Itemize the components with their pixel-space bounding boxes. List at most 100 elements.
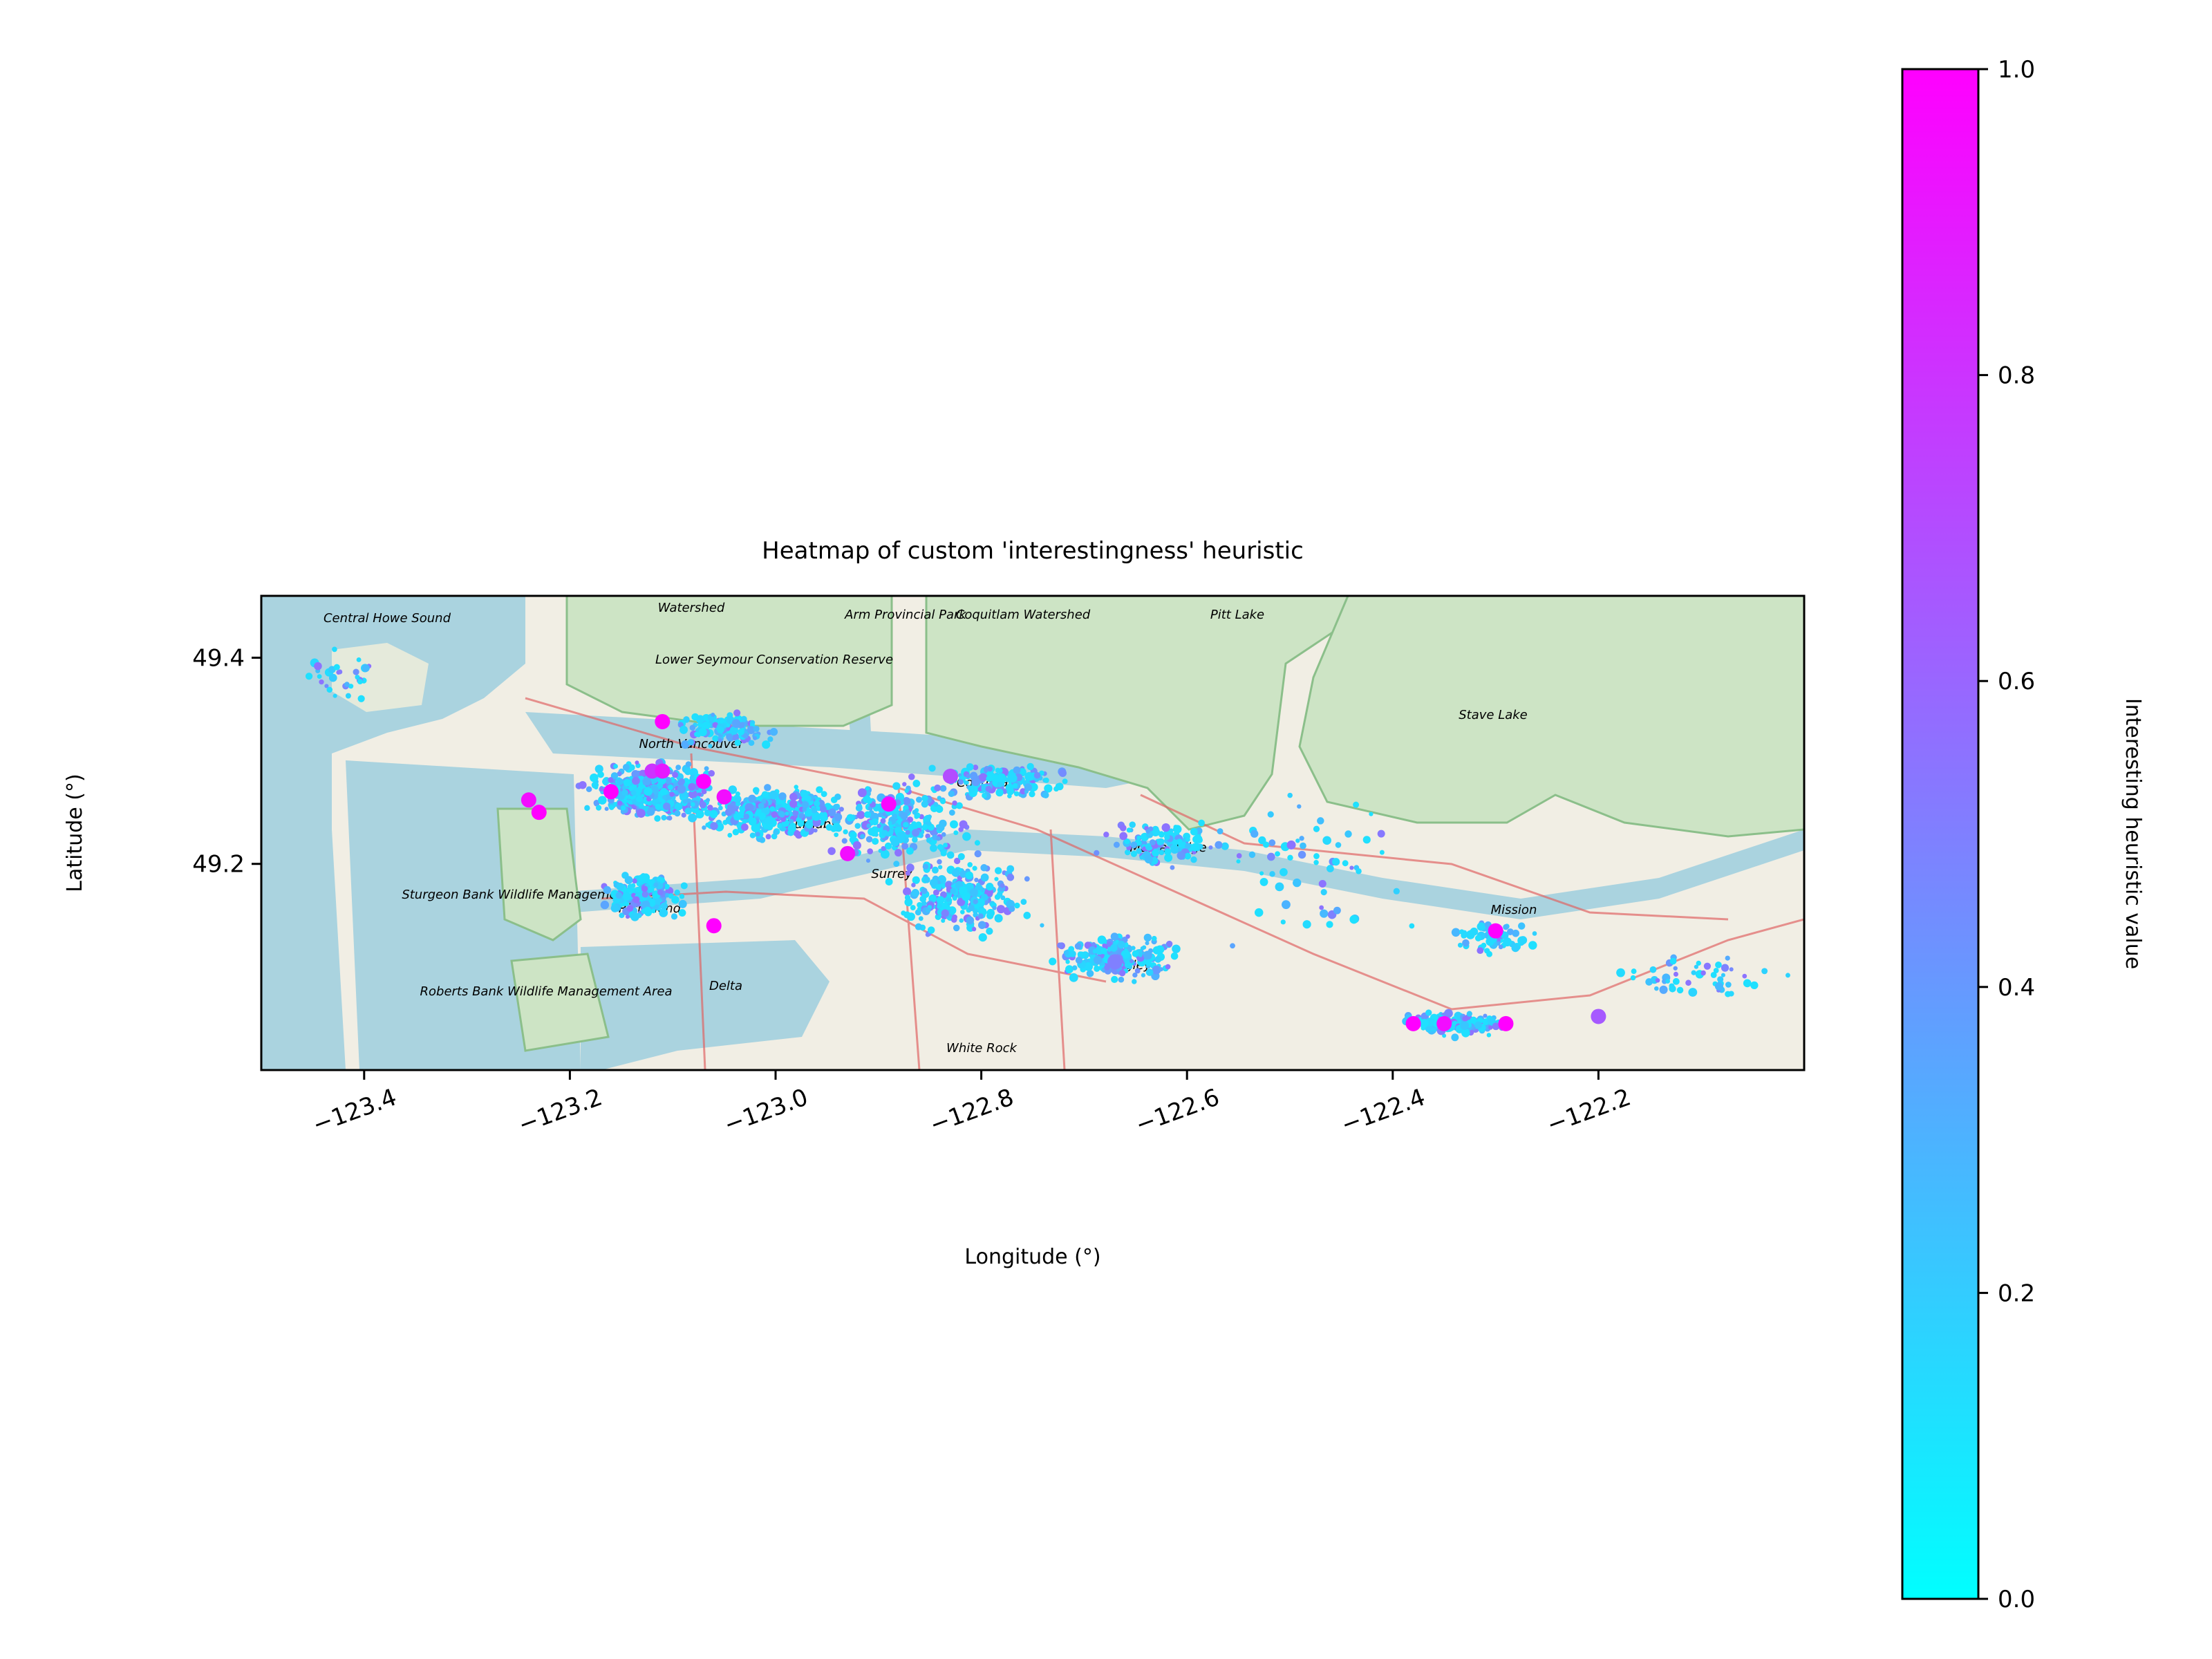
scatter-point — [915, 923, 922, 930]
scatter-point — [610, 904, 619, 912]
scatter-point — [904, 894, 911, 901]
scatter-point — [1498, 944, 1503, 950]
scatter-point — [1320, 889, 1327, 896]
scatter-point — [1280, 868, 1288, 877]
scatter-point — [966, 774, 971, 779]
scatter-point — [719, 824, 724, 830]
scatter-point — [1645, 978, 1653, 986]
scatter-point — [1280, 919, 1286, 925]
scatter-point — [1012, 782, 1018, 789]
scatter-point — [986, 775, 993, 782]
scatter-point — [1196, 836, 1203, 843]
scatter-point — [1190, 856, 1197, 863]
scatter-point — [934, 784, 941, 791]
scatter-point — [1109, 944, 1118, 952]
scatter-point — [905, 830, 910, 835]
scatter-point — [986, 912, 994, 919]
scatter-point — [632, 896, 640, 903]
scatter-point — [758, 803, 765, 809]
scatter-point — [830, 826, 837, 832]
scatter-point — [906, 912, 915, 921]
scatter-point — [695, 809, 704, 818]
scatter-point — [1293, 878, 1302, 888]
scatter-point — [797, 819, 805, 827]
scatter-point-highlight — [942, 768, 958, 784]
scatter-point — [709, 809, 718, 818]
scatter-point — [925, 932, 930, 937]
scatter-point — [852, 841, 861, 850]
scatter-point — [957, 779, 964, 785]
scatter-point — [767, 736, 774, 742]
scatter-point — [1154, 955, 1162, 963]
scatter-point — [834, 793, 841, 800]
scatter-point — [1049, 957, 1057, 966]
scatter-point — [1654, 986, 1659, 991]
scatter-point — [1029, 791, 1035, 798]
scatter-point — [1121, 950, 1130, 959]
scatter-point — [925, 833, 930, 839]
scatter-point — [1425, 1024, 1434, 1033]
scatter-point — [860, 834, 865, 839]
scatter-point — [662, 795, 667, 800]
scatter-point — [1519, 936, 1528, 945]
scatter-point — [1024, 783, 1033, 791]
scatter-point — [955, 802, 963, 809]
scatter-point — [641, 885, 648, 892]
scatter-point — [1295, 838, 1300, 843]
scatter-point — [733, 709, 741, 717]
scatter-point — [903, 887, 912, 896]
scatter-point — [945, 881, 952, 888]
scatter-point — [930, 844, 937, 852]
y-tick-label: 49.4 — [192, 644, 245, 672]
scatter-point — [1630, 975, 1636, 981]
scatter-point — [704, 809, 711, 816]
scatter-point — [906, 847, 914, 855]
scatter-point — [880, 850, 890, 859]
scatter-point — [657, 889, 664, 896]
scatter-point — [780, 816, 787, 823]
scatter-point — [1318, 879, 1327, 888]
scatter-point — [1409, 923, 1415, 929]
scatter-point — [1750, 981, 1759, 990]
scatter-point — [1369, 812, 1374, 816]
scatter-point — [1511, 944, 1520, 953]
scatter-point — [1344, 830, 1352, 838]
scatter-point — [1164, 853, 1173, 862]
scatter-point — [769, 806, 776, 812]
scatter-point — [921, 800, 928, 808]
scatter-point — [1353, 801, 1360, 808]
scatter-point — [954, 857, 961, 865]
scatter-point — [1006, 873, 1015, 881]
scatter-point — [1685, 980, 1691, 986]
scatter-point — [964, 780, 969, 785]
scatter-point — [771, 811, 778, 818]
scatter-point — [867, 848, 873, 854]
scatter-point — [973, 765, 979, 771]
scatter-point — [1313, 853, 1320, 859]
scatter-point — [644, 906, 652, 915]
scatter-point — [632, 878, 637, 884]
scatter-point — [1040, 923, 1044, 928]
park-area — [565, 596, 893, 727]
scatter-point — [1006, 865, 1015, 873]
scatter-point — [1425, 1009, 1432, 1016]
scatter-point — [778, 811, 785, 818]
colorbar-tick-label: 0.4 — [1998, 974, 2035, 1002]
scatter-point — [1170, 865, 1175, 870]
scatter-point — [702, 825, 706, 830]
scatter-point — [632, 776, 640, 785]
scatter-point — [1075, 957, 1083, 964]
scatter-point — [997, 781, 1003, 788]
scatter-point — [333, 664, 340, 671]
scatter-point — [827, 847, 836, 855]
scatter-point-highlight — [1436, 1015, 1452, 1031]
colorbar-tick-label: 0.6 — [1998, 668, 2035, 695]
scatter-point — [598, 796, 607, 805]
scatter-point — [804, 808, 814, 817]
scatter-point — [621, 789, 628, 796]
scatter-point — [1487, 1017, 1496, 1026]
park-area — [1298, 596, 1804, 838]
scatter-point — [931, 866, 939, 874]
scatter-point — [805, 795, 812, 803]
x-tick-label: −123.0 — [720, 1083, 812, 1139]
